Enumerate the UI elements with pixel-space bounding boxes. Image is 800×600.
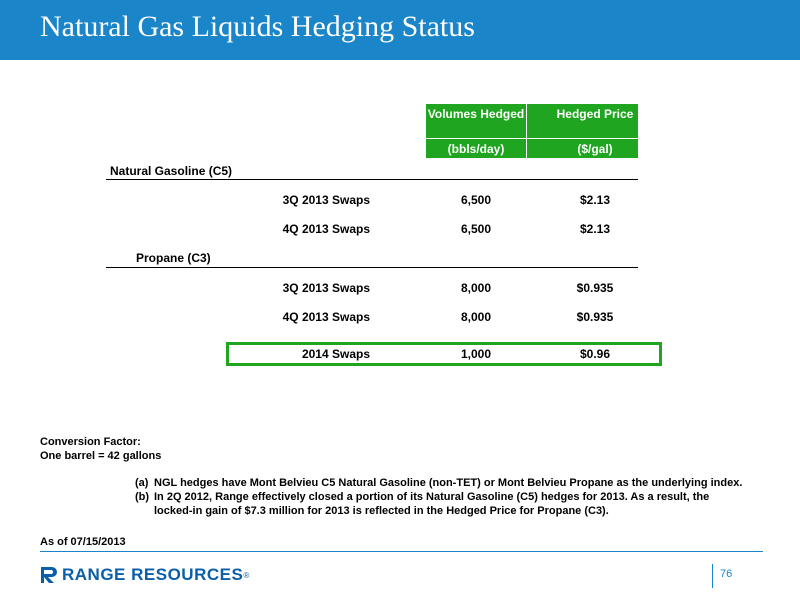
row-label: 3Q 2013 Swaps	[282, 281, 370, 295]
row-label: 4Q 2013 Swaps	[282, 222, 370, 236]
row-price-highlight: $0.96	[579, 347, 611, 361]
page-number: 76	[720, 568, 733, 580]
logo-text: RANGE RESOURCES	[62, 565, 244, 584]
page-separator	[712, 564, 713, 588]
row-volume: 6,500	[460, 193, 492, 207]
row-price: $0.935	[576, 310, 614, 324]
footnote-marker: (b)	[135, 491, 150, 503]
section-rule	[106, 267, 638, 268]
row-volume: 8,000	[460, 281, 492, 295]
row-label: 3Q 2013 Swaps	[282, 193, 370, 207]
footnote-a: (a) NGL hedges have Mont Belvieu C5 Natur…	[135, 476, 755, 490]
volumes-unit-header: (bbls/day)	[426, 138, 526, 158]
header-bar	[0, 0, 800, 60]
hedged-price-header: Hedged Price	[552, 104, 638, 138]
volumes-hedged-header: Volumes Hedged	[426, 104, 526, 138]
row-price: $2.13	[579, 222, 611, 236]
highlight-box-2014	[226, 342, 662, 366]
row-price: $0.935	[576, 281, 614, 295]
as-of-date: As of 07/15/2013	[40, 536, 126, 548]
header-spacer	[526, 104, 552, 138]
price-unit-header: ($/gal)	[552, 138, 638, 158]
page-title: Natural Gas Liquids Hedging Status	[40, 10, 475, 43]
range-resources-logo: RANGE RESOURCES ®	[40, 565, 249, 585]
row-label: 4Q 2013 Swaps	[282, 310, 370, 324]
footnote-b: (b) In 2Q 2012, Range effectively closed …	[135, 490, 755, 518]
footer-rule	[40, 551, 763, 552]
conversion-factor-value: One barrel = 42 gallons	[40, 450, 162, 462]
conversion-factor-label: Conversion Factor:	[40, 436, 141, 448]
logo-registered: ®	[243, 570, 250, 580]
footnote-text: In 2Q 2012, Range effectively closed a p…	[154, 491, 710, 517]
footnote-text: NGL hedges have Mont Belvieu C5 Natural …	[154, 477, 743, 489]
unit-spacer	[526, 138, 552, 158]
row-volume: 6,500	[460, 222, 492, 236]
footnote-marker: (a)	[135, 477, 149, 489]
row-volume: 8,000	[460, 310, 492, 324]
row-price: $2.13	[579, 193, 611, 207]
section-label-propane: Propane (C3)	[136, 251, 211, 265]
row-volume-highlight: 1,000	[460, 347, 492, 361]
row-label-highlight: 2014 Swaps	[301, 347, 370, 361]
range-logo-icon	[41, 567, 57, 583]
section-rule	[106, 179, 638, 180]
section-label-natural-gasoline: Natural Gasoline (C5)	[110, 164, 233, 178]
